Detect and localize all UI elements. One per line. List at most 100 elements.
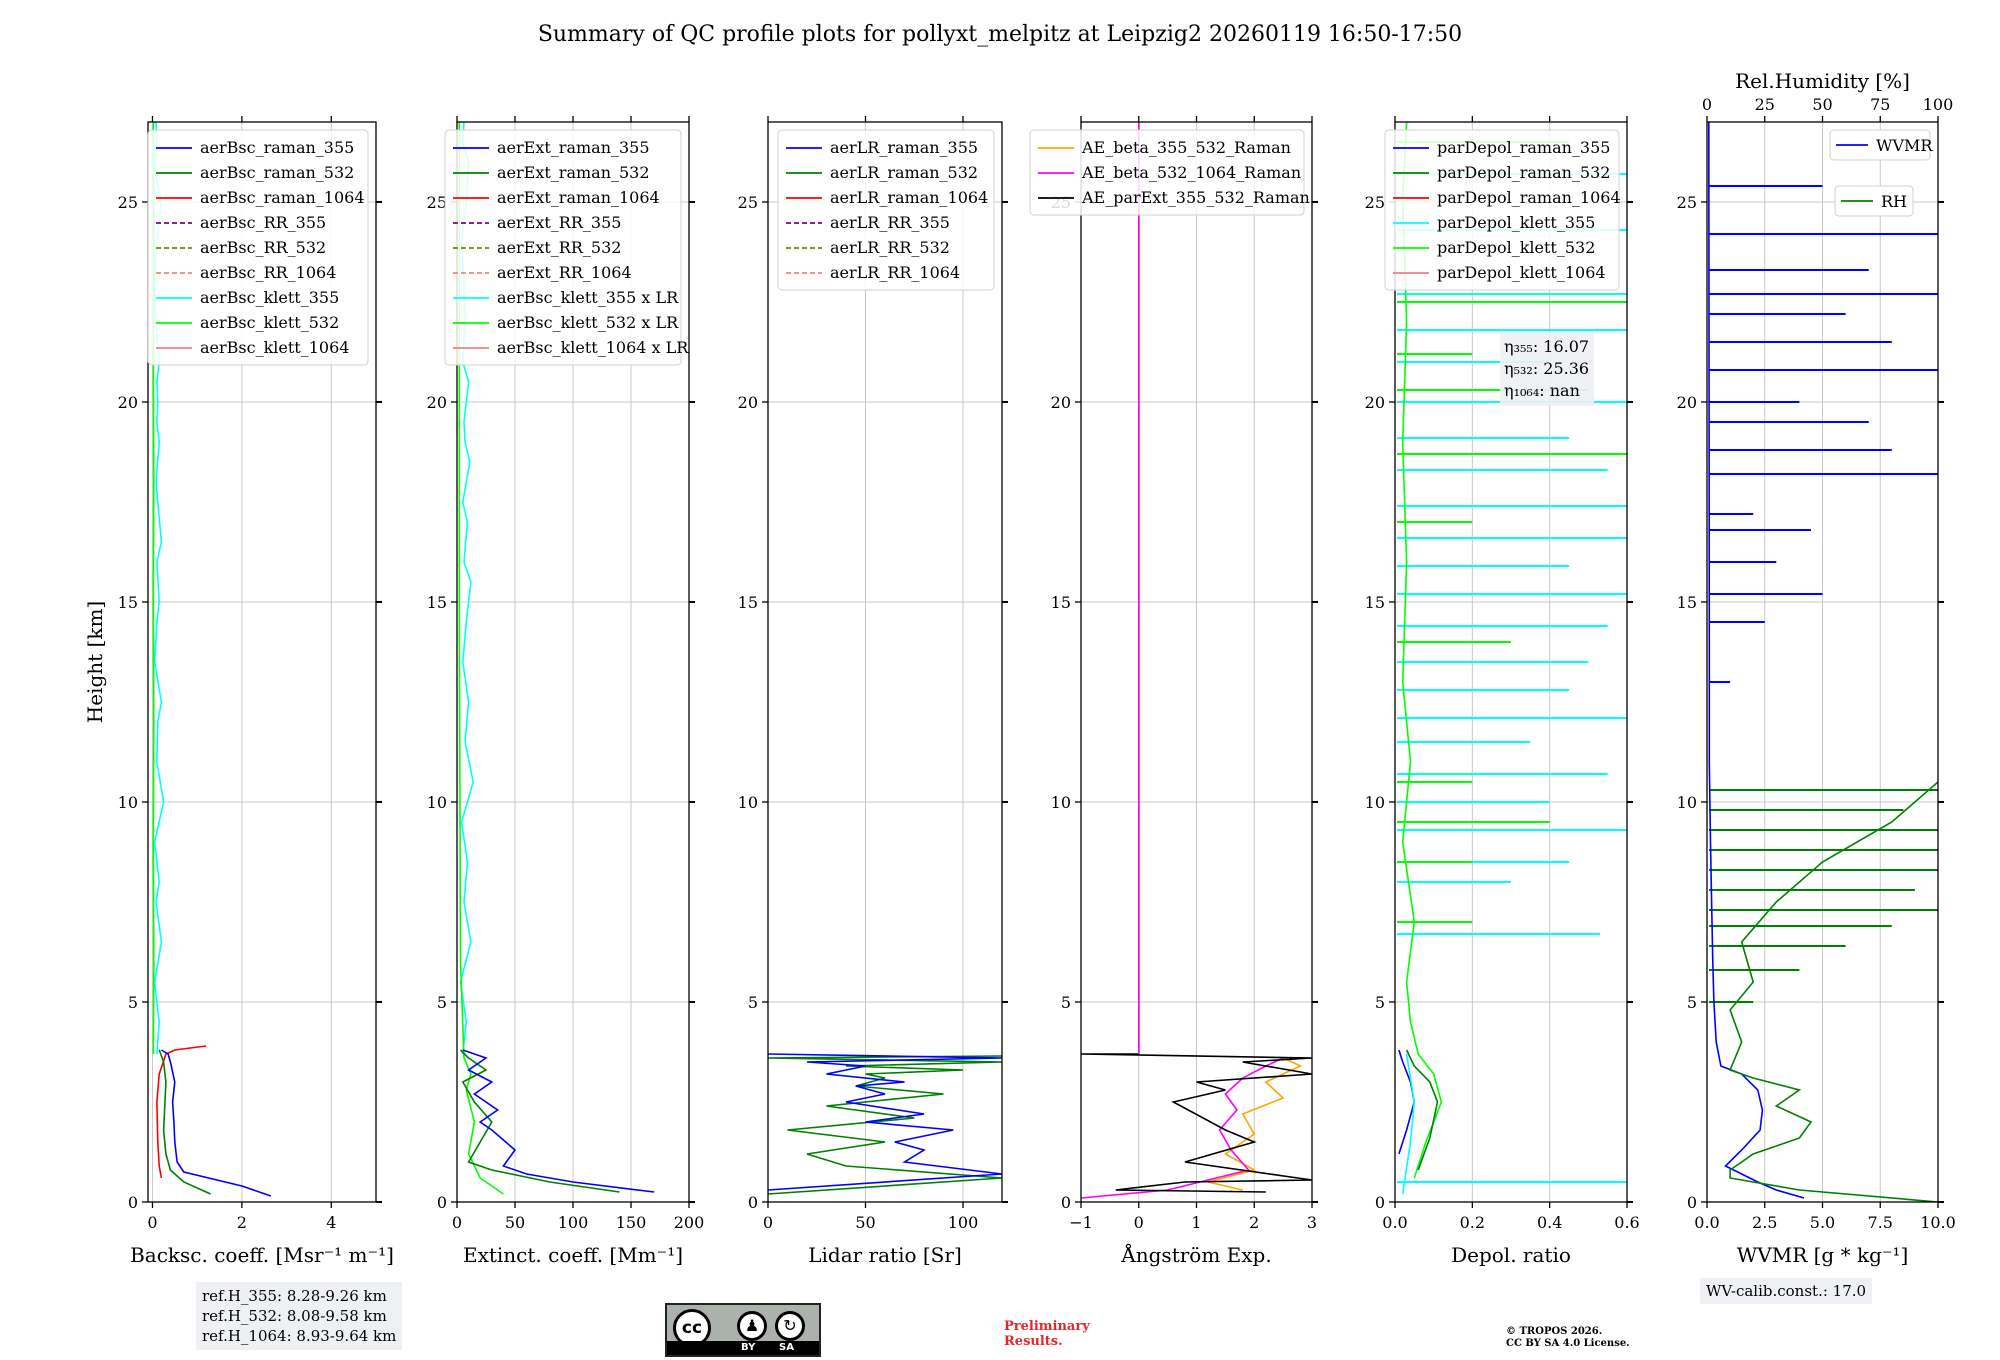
legend-label-aerext-raman-532: aerExt_raman_532 [497,163,650,182]
legend-label-ae-beta-355-532-raman: AE_beta_355_532_Raman [1081,138,1291,157]
legend-label-aerbsc-klett-1064: aerBsc_klett_1064 [200,338,349,357]
eta-annotation-1: η₅₃₂: 25.36 [1504,359,1589,378]
legend-label-pardepol-klett-532: parDepol_klett_532 [1437,238,1595,257]
reference-height-box: ref.H_355: 8.28-9.26 km ref.H_532: 8.08-… [196,1282,403,1350]
panel-4-ytick-label: 20 [1365,393,1385,412]
panel-2-frame [767,121,1003,1203]
legend-label-aerlr-rr-355: aerLR_RR_355 [830,213,950,232]
panel-0-xlabel: Backsc. coeff. [Msr⁻¹ m⁻¹] [130,1243,394,1267]
panel-5-ytick-label: 25 [1677,193,1697,212]
legend-label-wvmr: WVMR [1876,136,1933,155]
panel-1-xtick-label: 200 [674,1213,705,1232]
panel-3-ytick-label: 5 [1061,993,1071,1012]
legend-label-ae-beta-532-1064-raman: AE_beta_532_1064_Raman [1081,163,1301,182]
panel-5-top-xtick-label: 50 [1812,95,1832,114]
series-ae-beta-355-532-raman [1207,1057,1303,1191]
panel-2-data-group [768,1053,1002,1195]
legend-label-aerlr-raman-1064: aerLR_raman_1064 [830,188,988,207]
panel-3-legend-box [1029,129,1305,216]
panel-1-xtick-label: 100 [558,1213,589,1232]
series-aerbsc-raman-532 [158,1049,211,1195]
panel-0-ytick-label: 25 [118,193,138,212]
legend-box-rh [1834,185,1914,217]
panel-4-ytick-label: 10 [1365,793,1385,812]
series-rh [1729,781,1938,1202]
series-aerbsc-klett-532-x-lr [458,122,504,1195]
panel-0-ytick-label: 0 [128,1193,138,1212]
legend-label-aerext-raman-355: aerExt_raman_355 [497,138,650,157]
panel-2-ytick-label: 5 [748,993,758,1012]
ref-height-355: ref.H_355: 8.28-9.26 km [202,1287,387,1305]
legend-label-aerbsc-klett-532-x-lr: aerBsc_klett_532 x LR [497,313,679,332]
ref-height-532: ref.H_532: 8.08-9.58 km [202,1307,387,1325]
legend-label-aerext-rr-355: aerExt_RR_355 [497,213,621,232]
panel-3-xtick-label: 3 [1307,1213,1317,1232]
panel-0-legend-box [147,129,369,366]
legend-label-aerbsc-raman-532: aerBsc_raman_532 [200,163,354,182]
panel-5-top-xtick-label: 75 [1870,95,1890,114]
panel-5-ytick-label: 20 [1677,393,1697,412]
panel-5-top-xtick-label: 0 [1702,95,1712,114]
panel-1-legend-box [444,129,682,366]
legend-label-aerext-rr-1064: aerExt_RR_1064 [497,263,632,282]
legend-label-aerbsc-rr-532: aerBsc_RR_532 [200,238,326,257]
series-aerext-raman-532 [459,1049,620,1193]
legend-label-pardepol-raman-355: parDepol_raman_355 [1437,138,1610,157]
panel-4-xtick-label: 0.4 [1537,1213,1562,1232]
panel-5-xtick-label: 7.5 [1868,1213,1893,1232]
preliminary-line-2: Results. [1004,1334,1063,1349]
legend-label-aerlr-rr-532: aerLR_RR_532 [830,238,950,257]
panel-5-ytick-label: 10 [1677,793,1697,812]
panel-1-ytick-label: 20 [427,393,447,412]
panel-2-xtick-label: 100 [948,1213,979,1232]
eta-annotation-2: η₁₀₆₄: nan [1504,381,1580,400]
series-pardepol-raman-532 [1405,1049,1439,1171]
panel-1-xtick-label: 150 [616,1213,647,1232]
panel-2-xlabel: Lidar ratio [Sr] [808,1243,962,1267]
figure-title: Summary of QC profile plots for pollyxt_… [537,22,1463,47]
panel-0-frame [147,121,377,1203]
y-axis-label: Height [km] [83,601,107,723]
panel-0-ytick-label: 15 [118,593,138,612]
attribution-icon: ♟ [737,1311,767,1341]
panel-3-xtick-label: 1 [1191,1213,1201,1232]
panel-0-xtick-label: 4 [326,1213,336,1232]
panel-5-xtick-label: 10.0 [1920,1213,1956,1232]
panel-3-xtick-label: 2 [1249,1213,1259,1232]
panel-5-top-xlabel: Rel.Humidity [%] [1735,69,1910,93]
legend-label-aerext-raman-1064: aerExt_raman_1064 [497,188,660,207]
panel-1-ytick-label: 0 [437,1193,447,1212]
panel-0-ytick-label: 10 [118,793,138,812]
panel-1-xtick-label: 0 [452,1213,462,1232]
series-aerext-raman-355 [462,1049,655,1193]
panel-1-xlabel: Extinct. coeff. [Mm⁻¹] [463,1243,683,1267]
share-alike-icon: ↻ [775,1311,805,1341]
legend-label-aerbsc-klett-1064-x-lr: aerBsc_klett_1064 x LR [497,338,689,357]
legend-label-aerbsc-klett-355: aerBsc_klett_355 [200,288,339,307]
series-ae-beta-532-1064-raman [1081,1057,1284,1199]
legend-box-wvmr [1829,129,1931,161]
legend-label-aerext-rr-532: aerExt_RR_532 [497,238,621,257]
panel-4-ytick-label: 15 [1365,593,1385,612]
panel-2-ytick-label: 15 [738,593,758,612]
cc-sa-label: SA [779,1342,794,1353]
panel-3-ytick-label: 20 [1051,393,1071,412]
panel-1-ytick-label: 25 [427,193,447,212]
panel-1-ytick-label: 15 [427,593,447,612]
panel-0-ytick-label: 5 [128,993,138,1012]
copyright-line-2: CC BY SA 4.0 License. [1506,1338,1630,1349]
legend-label-pardepol-raman-1064: parDepol_raman_1064 [1437,188,1621,207]
panel-4-ytick-label: 5 [1375,993,1385,1012]
legend-label-aerbsc-raman-355: aerBsc_raman_355 [200,138,354,157]
legend-label-aerbsc-raman-1064: aerBsc_raman_1064 [200,188,365,207]
panel-5-ytick-label: 15 [1677,593,1697,612]
cc-by-label: BY [741,1342,756,1353]
panel-0-ytick-label: 20 [118,393,138,412]
panel-3-data-group [1081,122,1312,1199]
panel-5-xlabel: WVMR [g * kg⁻¹] [1737,1243,1909,1267]
preliminary-note: Preliminary Results. [1004,1319,1124,1349]
panel-2-xtick-label: 0 [763,1213,773,1232]
panel-5-xtick-label: 0.0 [1694,1213,1719,1232]
legend-label-aerbsc-klett-355-x-lr: aerBsc_klett_355 x LR [497,288,679,307]
